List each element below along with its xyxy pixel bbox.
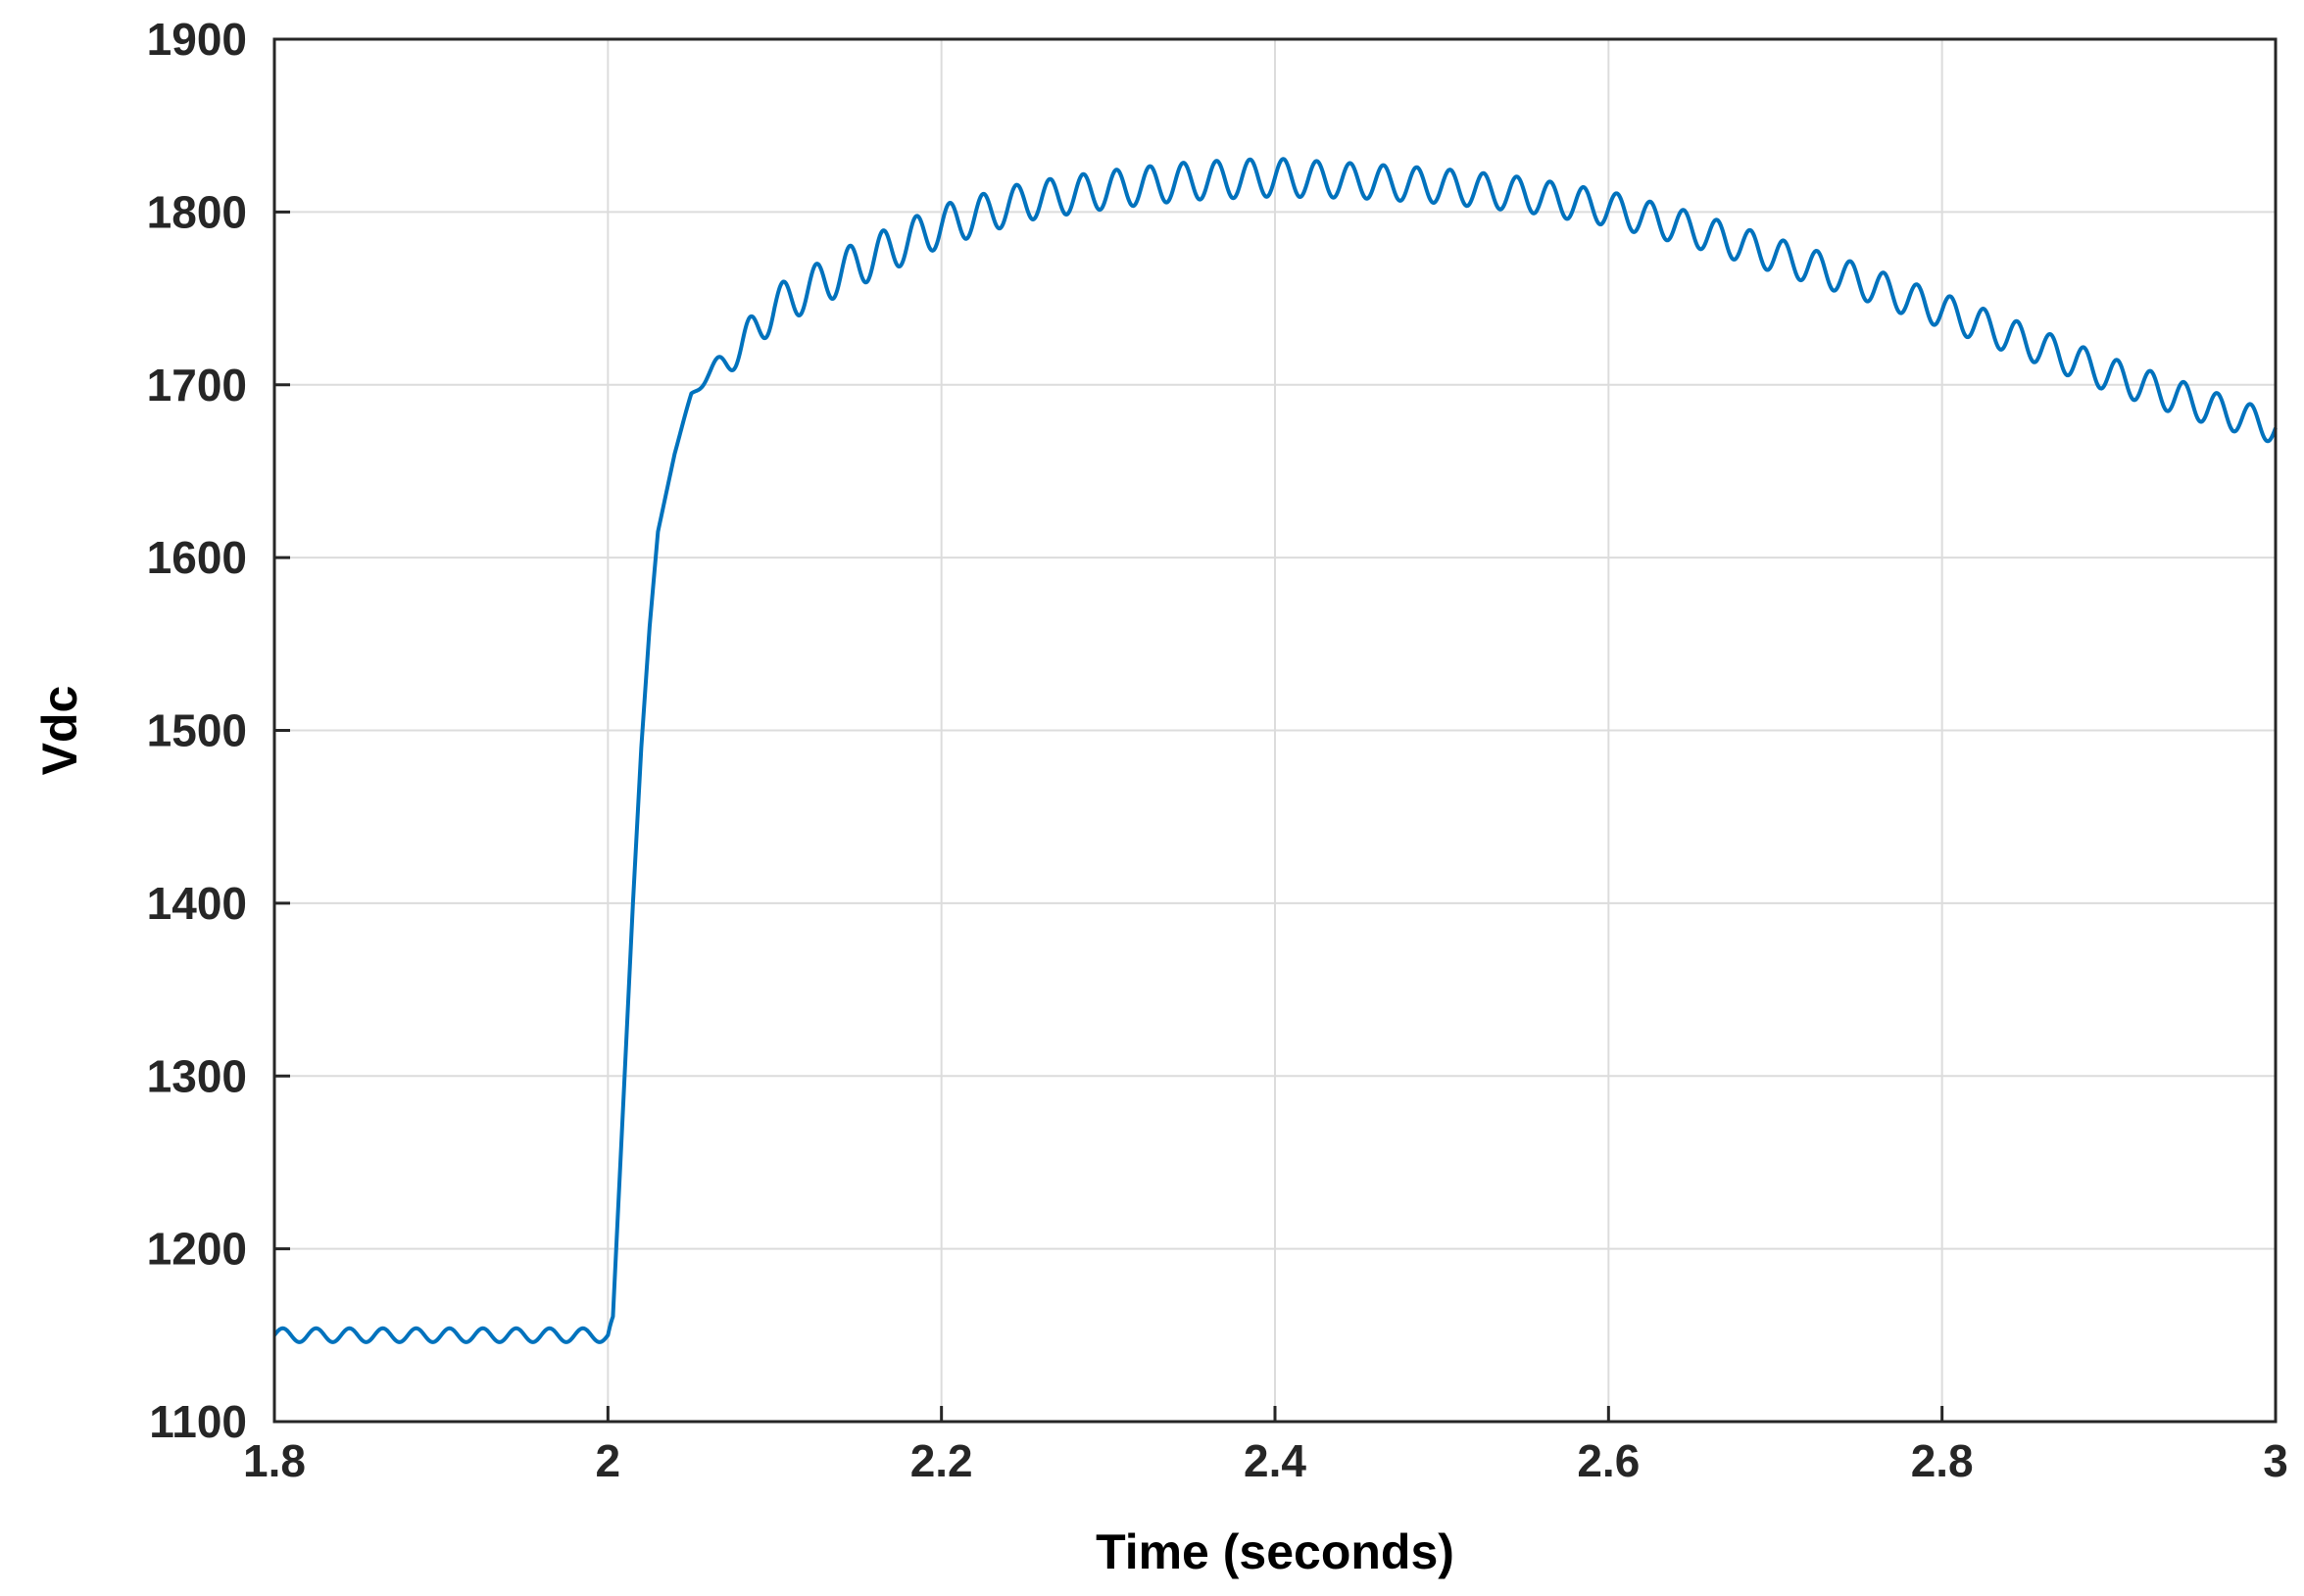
x-axis-label: Time (seconds) <box>1096 1524 1454 1579</box>
vdc-series-line <box>272 157 2278 1344</box>
x-tick-label: 2 <box>596 1435 621 1486</box>
x-tick-label: 3 <box>2263 1435 2288 1486</box>
grid-lines <box>274 39 2276 1422</box>
y-tick-label: 1700 <box>147 360 247 411</box>
y-tick-label: 1300 <box>147 1050 247 1101</box>
y-tick-label: 1100 <box>149 1396 247 1447</box>
y-tick-label: 1500 <box>147 705 247 756</box>
tick-labels: 1.8 2 2.2 2.4 2.6 2.8 3 1100 1200 1300 1400 1500 160… <box>147 14 2288 1486</box>
series-layer <box>272 157 2278 1344</box>
x-tick-label: 2.2 <box>910 1435 973 1486</box>
x-tick-label: 2.8 <box>1911 1435 1974 1486</box>
y-tick-label: 1800 <box>147 186 247 237</box>
x-tick-label: 2.4 <box>1244 1435 1306 1486</box>
y-tick-label: 1200 <box>147 1224 247 1275</box>
y-axis-label: Vdc <box>32 686 87 776</box>
y-tick-label: 1900 <box>147 14 247 65</box>
y-tick-label: 1600 <box>147 532 247 583</box>
x-tick-label: 2.6 <box>1577 1435 1640 1486</box>
x-tick-label: 1.8 <box>243 1435 306 1486</box>
y-tick-label: 1400 <box>147 878 247 929</box>
